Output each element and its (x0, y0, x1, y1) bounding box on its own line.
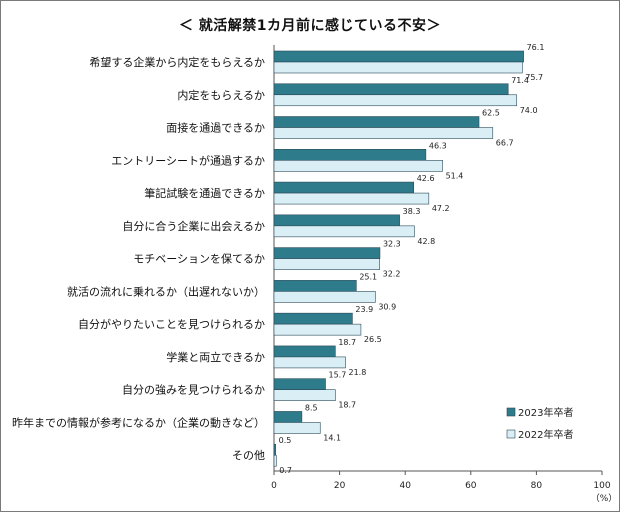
value-label-2022: 74.0 (520, 106, 538, 115)
bar-2022 (273, 291, 376, 303)
bar-2023 (273, 280, 357, 292)
bar-2023 (273, 50, 524, 63)
category-label: 希望する企業から内定をもらえるか (89, 55, 265, 69)
value-label-2022: 21.8 (349, 368, 367, 377)
bar-2022 (273, 225, 415, 238)
value-label-2022: 18.7 (338, 401, 356, 410)
x-tick-label: 60 (465, 481, 477, 491)
category-label: 自分の強みを見つけられるか (122, 384, 265, 397)
legend-label-2023: 2023年卒者 (518, 406, 573, 419)
bar-2023 (273, 411, 303, 423)
value-label-2022: 66.7 (496, 139, 514, 148)
bar-2022 (273, 422, 321, 434)
bar-2022 (273, 61, 523, 74)
value-label-2022: 51.4 (446, 171, 464, 180)
value-label-2023: 38.3 (403, 207, 421, 216)
category-label: 内定をもらえるか (177, 88, 265, 102)
bar-2023 (273, 83, 509, 96)
bar-2023 (273, 247, 381, 259)
value-label-2023: 18.7 (338, 338, 356, 347)
legend-swatch-2023 (506, 407, 516, 417)
value-label-2022: 75.7 (525, 73, 543, 82)
value-label-2022: 26.5 (364, 335, 382, 344)
category-label: エントリーシートが通過するか (111, 153, 265, 167)
value-label-2022: 30.9 (378, 302, 396, 311)
bar-2023 (273, 214, 400, 227)
bar-2022 (273, 127, 494, 139)
legend-label-2022: 2022年卒者 (518, 428, 573, 441)
bar-2022 (273, 323, 362, 336)
value-label-2022: 0.7 (279, 466, 292, 475)
bar-2023 (273, 149, 427, 161)
value-label-2023: 62.5 (482, 109, 500, 118)
value-label-2023: 8.5 (305, 403, 318, 412)
x-tick-label: 20 (334, 481, 346, 491)
category-label: モチベーションを保てるか (133, 252, 265, 266)
bar-2022 (273, 192, 430, 205)
category-label: 学業と両立できるか (166, 350, 265, 364)
category-label: 就活の流れに乗れるか（出遅れないか） (67, 284, 265, 298)
category-label: 昨年までの情報が参考になるか（企業の動きなど） (12, 415, 265, 429)
value-label-2022: 47.2 (432, 204, 450, 213)
bar-2023 (273, 378, 326, 390)
bar-2022 (273, 94, 518, 107)
bar-2022 (273, 356, 346, 369)
category-label: 自分がやりたいことを見つけられるか (78, 317, 265, 331)
bar-2023 (273, 312, 353, 325)
bar-2022 (273, 160, 443, 172)
value-label-2023: 42.6 (417, 174, 435, 183)
category-label: その他 (232, 449, 265, 462)
x-tick-label: 100 (593, 481, 610, 491)
category-label: 面接を通過できるか (166, 122, 265, 135)
value-label-2023: 0.5 (279, 436, 292, 445)
x-tick-label: 0 (271, 481, 277, 491)
x-unit-label: （%） (591, 493, 618, 504)
value-label-2022: 14.1 (323, 433, 341, 442)
bar-2023 (273, 181, 415, 194)
legend-swatch-2022 (506, 429, 516, 439)
bar-2023 (273, 116, 480, 128)
bar-2022 (273, 389, 336, 401)
value-label-2022: 32.2 (383, 270, 401, 279)
value-label-2023: 15.7 (328, 371, 346, 380)
bar-2022 (273, 454, 277, 467)
value-label-2023: 25.1 (359, 272, 377, 281)
category-label: 筆記試験を通過できるか (144, 186, 265, 200)
value-label-2023: 76.1 (527, 43, 545, 52)
value-label-2023: 32.3 (383, 240, 401, 249)
value-label-2022: 42.8 (417, 237, 435, 246)
chart-title: ＜ 就活解禁1カ月前に感じている不安＞ (178, 18, 442, 34)
bar-2023 (273, 443, 276, 456)
value-label-2023: 71.4 (511, 76, 529, 85)
category-label: 自分に合う企業に出会えるか (122, 219, 265, 233)
x-tick-label: 80 (531, 481, 543, 491)
x-tick-label: 40 (399, 481, 411, 491)
value-label-2023: 46.3 (429, 141, 447, 150)
bar-2022 (273, 258, 380, 270)
value-label-2023: 23.9 (355, 305, 373, 314)
bar-2023 (273, 345, 336, 358)
